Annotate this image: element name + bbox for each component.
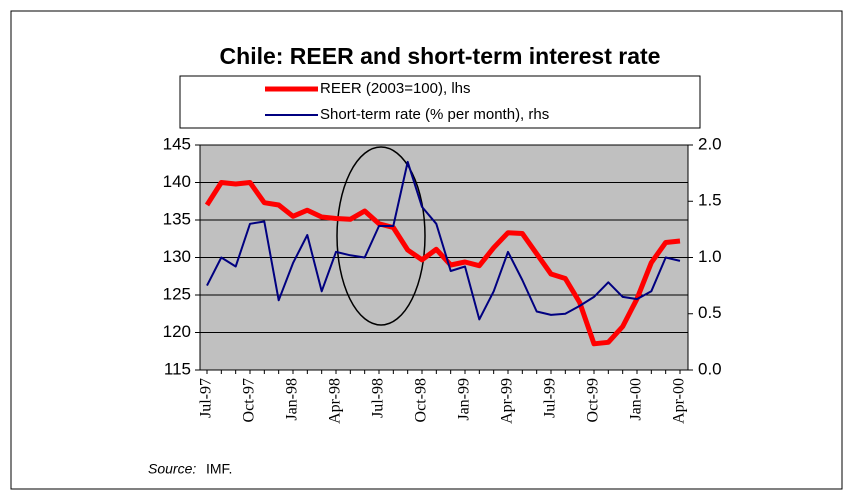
y2-tick-label: 0.5 [698, 303, 722, 322]
highlight-ellipse [336, 146, 426, 326]
y-tick-label: 120 [163, 322, 191, 341]
source-label: Source: [148, 461, 196, 477]
x-tick-label: Jan-00 [628, 378, 645, 421]
y-tick-label: 135 [163, 209, 191, 228]
y-tick-label: 115 [164, 359, 191, 378]
series-line [206, 160, 681, 321]
x-tick-label: Apr-99 [499, 378, 516, 424]
legend-label: Short-term rate (% per month), rhs [320, 106, 549, 123]
legend-label: REER (2003=100), lhs [320, 80, 471, 97]
legend [179, 75, 701, 129]
y2-tick-label: 1.5 [698, 191, 722, 210]
x-tick-label: Jul-97 [198, 378, 215, 418]
y2-tick-label: 1.0 [698, 247, 722, 266]
source: IMF. [206, 461, 232, 477]
x-tick-label: Apr-00 [671, 378, 688, 424]
x-tick-label: Oct-98 [413, 378, 430, 422]
x-tick-label: Jul-99 [542, 378, 559, 418]
y-tick-label: 125 [163, 284, 191, 303]
x-tick-label: Oct-99 [585, 378, 602, 422]
y-tick-label: 130 [163, 247, 191, 266]
x-tick-label: Jan-98 [284, 378, 301, 421]
chart-title: Chile: REER and short-term interest rate [220, 43, 661, 69]
y-tick-label: 145 [163, 134, 191, 153]
y-tick-label: 140 [163, 172, 191, 191]
x-tick-label: Jul-98 [370, 378, 387, 418]
y2-tick-label: 0.0 [698, 359, 722, 378]
x-tick-label: Jan-99 [456, 378, 473, 421]
x-tick-label: Apr-98 [327, 378, 344, 424]
frame [10, 10, 843, 490]
y2-tick-label: 2.0 [698, 134, 722, 153]
series-line [204, 180, 681, 347]
x-tick-label: Oct-97 [241, 378, 258, 422]
